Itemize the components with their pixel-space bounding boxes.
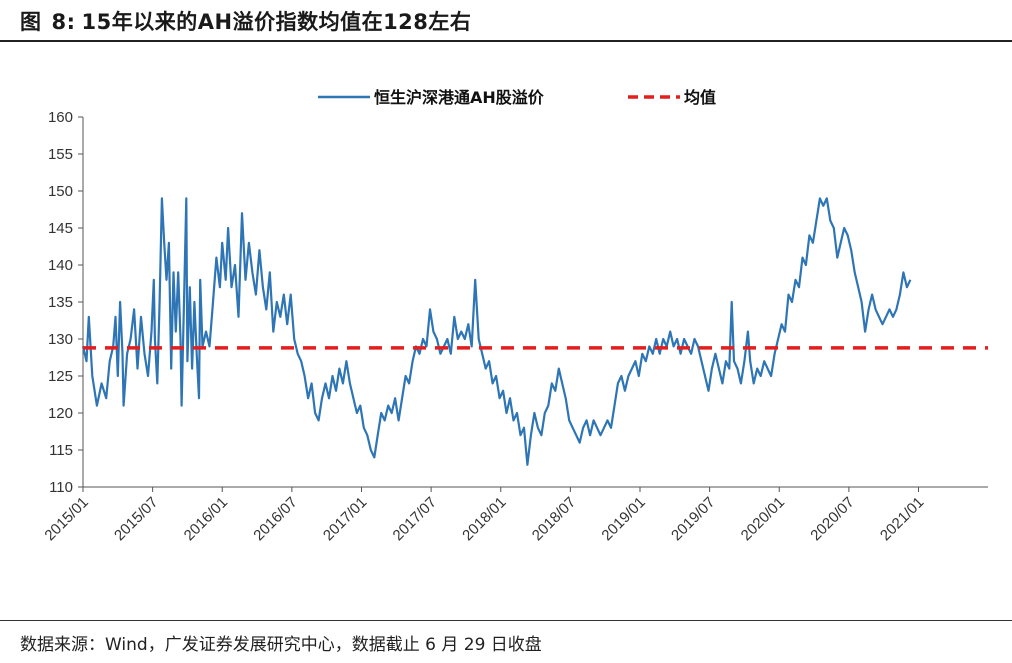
x-tick-label: 2019/07	[668, 494, 718, 544]
y-tick-label: 130	[48, 331, 73, 348]
y-axis: 110 115 120 125 130 135 140 145 150 155 160	[48, 109, 84, 496]
x-tick-label: 2019/01	[598, 494, 648, 544]
x-tick-label: 2020/07	[807, 494, 857, 544]
y-tick-label: 155	[48, 146, 73, 163]
x-tick-label: 2021/01	[877, 494, 927, 544]
y-tick-label: 140	[48, 257, 73, 274]
title-divider	[0, 40, 1012, 42]
y-tick-label: 145	[48, 220, 73, 237]
figure-title-text: 15年以来的AH溢价指数均值在128左右	[81, 10, 472, 34]
ah-premium-chart: 110 115 120 125 130 135 140 145 150 155 160 2015/0…	[41, 88, 988, 544]
figure-title: 图 8: 15年以来的AH溢价指数均值在128左右	[20, 6, 471, 36]
x-tick-label: 2018/01	[459, 494, 509, 544]
y-tick-label: 110	[49, 479, 73, 496]
x-tick-label: 2017/01	[320, 494, 370, 544]
x-tick-label: 2020/01	[738, 494, 788, 544]
source-note: 数据来源：Wind，广发证券发展研究中心，数据截止 6 月 29 日收盘	[20, 635, 542, 655]
figure-label: 图	[20, 10, 42, 34]
x-tick-label: 2015/07	[111, 494, 161, 544]
legend: 恒生沪深港通AH股溢价 均值	[318, 88, 716, 107]
x-tick-label: 2016/07	[250, 494, 300, 544]
y-tick-label: 115	[49, 442, 73, 459]
figure-number: 8:	[51, 10, 76, 34]
y-tick-label: 150	[48, 183, 73, 200]
series-layer	[81, 197, 988, 466]
y-tick-label: 135	[48, 294, 73, 311]
x-tick-label: 2018/07	[529, 494, 579, 544]
legend-label-ah-premium: 恒生沪深港通AH股溢价	[374, 88, 545, 107]
x-tick-label: 2016/01	[181, 494, 231, 544]
x-tick-label: 2015/01	[41, 494, 91, 544]
y-tick-label: 120	[48, 405, 73, 422]
x-tick-label: 2017/07	[390, 494, 440, 544]
legend-label-mean: 均值	[684, 88, 716, 107]
y-tick-label: 160	[48, 109, 73, 126]
ah-premium-line	[81, 197, 912, 466]
x-axis: 2015/01 2015/07 2016/01 2016/07 2017/01 2017/…	[41, 486, 988, 544]
y-tick-label: 125	[48, 368, 73, 385]
source-divider	[0, 620, 1012, 621]
